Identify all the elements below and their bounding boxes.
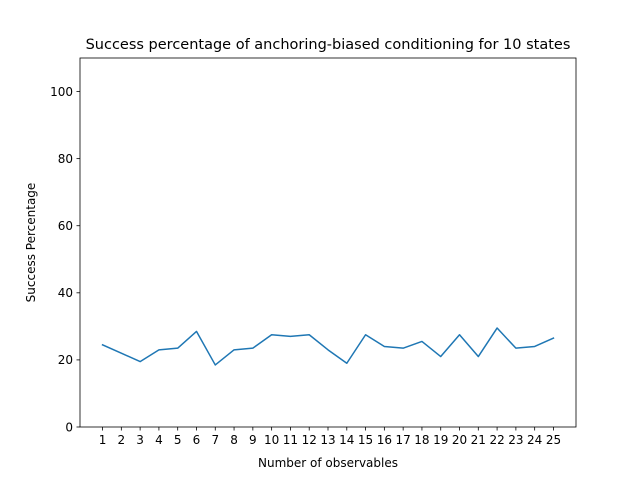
x-tick-label: 1 <box>99 433 107 447</box>
y-tick-label: 100 <box>50 85 73 99</box>
x-tick-label: 14 <box>339 433 354 447</box>
x-tick-label: 3 <box>136 433 144 447</box>
plot-frame <box>79 57 577 428</box>
y-tick-label: 20 <box>58 353 73 367</box>
x-tick-label: 4 <box>155 433 163 447</box>
x-tick-label: 15 <box>358 433 373 447</box>
x-tick-label: 12 <box>302 433 317 447</box>
x-tick-label: 11 <box>283 433 298 447</box>
x-tick-label: 25 <box>546 433 561 447</box>
x-tick-label: 23 <box>508 433 523 447</box>
x-axis: 1 2 3 4 5 6 7 8 9 10 11 12 13 14 15 16 17 18 19 20 21 22 23 24 2… <box>99 427 561 447</box>
y-tick-label: 60 <box>58 219 73 233</box>
x-tick-label: 24 <box>527 433 542 447</box>
x-tick-label: 8 <box>230 433 238 447</box>
y-tick-label: 0 <box>65 420 73 434</box>
x-tick-label: 10 <box>264 433 279 447</box>
x-tick-label: 13 <box>320 433 335 447</box>
x-tick-label: 19 <box>433 433 448 447</box>
x-tick-label: 16 <box>377 433 392 447</box>
x-tick-label: 2 <box>118 433 126 447</box>
x-tick-label: 20 <box>452 433 467 447</box>
y-axis-label: Success Percentage <box>24 183 38 303</box>
x-tick-label: 7 <box>211 433 219 447</box>
series-group <box>101 327 555 366</box>
y-tick-label: 40 <box>58 286 73 300</box>
series-line <box>101 327 555 366</box>
plot-area: 1 2 3 4 5 6 7 8 9 10 11 12 13 14 15 16 17 18 19 20 21 22 23 24 2… <box>50 57 577 447</box>
chart-title: Success percentage of anchoring-biased c… <box>86 37 571 53</box>
x-tick-label: 5 <box>174 433 182 447</box>
x-tick-label: 9 <box>249 433 257 447</box>
x-tick-label: 6 <box>193 433 201 447</box>
x-axis-label: Number of observables <box>258 456 398 470</box>
y-tick-label: 80 <box>58 152 73 166</box>
x-tick-label: 22 <box>489 433 504 447</box>
y-axis: 0 20 40 60 80 100 <box>50 85 80 434</box>
x-tick-label: 17 <box>396 433 411 447</box>
x-tick-label: 18 <box>414 433 429 447</box>
x-tick-label: 21 <box>471 433 486 447</box>
